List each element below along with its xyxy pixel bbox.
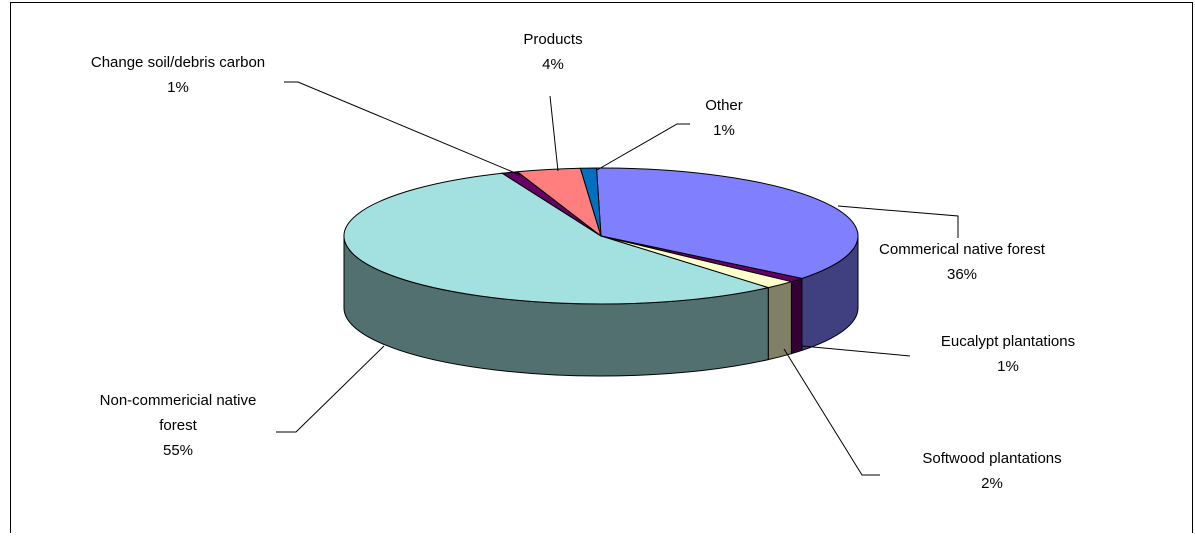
- pie-slice-0: [595, 167, 859, 279]
- chart-border: [10, 2, 1193, 533]
- pie-tops: [343, 167, 859, 305]
- pie-slice-3: [343, 172, 771, 305]
- slice-label-name-6: Other: [705, 97, 743, 114]
- slice-label-name-0: Commerical native forest: [879, 241, 1046, 258]
- leader-line-5: [549, 95, 559, 172]
- slice-label-name-5: Products: [523, 31, 582, 48]
- leader-line-1: [801, 345, 911, 357]
- leader-line-0: [837, 205, 959, 238]
- slice-label-value-2: 2%: [981, 475, 1003, 492]
- leader-lines: [276, 81, 959, 476]
- leader-line-3: [276, 345, 385, 433]
- leader-line-4: [284, 81, 521, 176]
- slice-label-value-5: 4%: [542, 56, 564, 73]
- slice-label-value-4: 1%: [167, 79, 189, 96]
- leader-line-2: [783, 348, 880, 476]
- pie-slice-side-2: [767, 281, 792, 361]
- slice-label-name-2: Softwood plantations: [922, 450, 1061, 467]
- slice-label-name-4: Change soil/debris carbon: [91, 54, 265, 71]
- slice-label-value-0: 36%: [947, 266, 977, 283]
- slice-label-value-3: 55%: [163, 442, 193, 459]
- slice-label-name-3-line-1: forest: [159, 417, 197, 434]
- pie-slice-side-1: [790, 277, 803, 355]
- leader-line-6: [596, 123, 690, 171]
- pie-slice-6: [579, 167, 602, 237]
- slice-labels: Commerical native forest 36% Eucalypt plan…: [91, 31, 1075, 492]
- slice-label-name-1: Eucalypt plantations: [941, 333, 1075, 350]
- slice-label-value-6: 1%: [713, 122, 735, 139]
- slice-label-name-3-line-0: Non-commericial native: [100, 392, 257, 409]
- slice-label-value-1: 1%: [997, 358, 1019, 375]
